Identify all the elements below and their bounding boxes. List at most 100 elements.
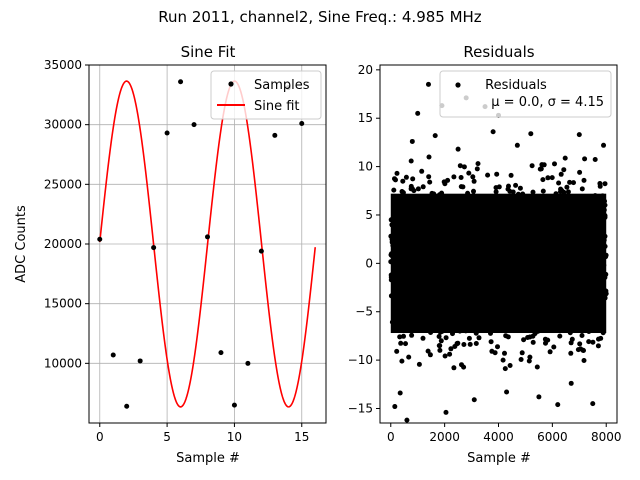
residual-point [448, 346, 454, 352]
residual-point [403, 174, 409, 180]
sine-fit-ytick-label: 20000 [44, 237, 82, 251]
residual-point [557, 333, 563, 339]
sine-fit-xtick-label: 15 [294, 430, 309, 444]
sample-point [231, 402, 237, 408]
residual-point [425, 348, 431, 354]
residual-point [408, 158, 414, 164]
sample-point [258, 248, 264, 254]
residuals-axes-frame [379, 64, 618, 424]
sample-point [124, 403, 130, 409]
sample-point [178, 79, 184, 85]
residuals-xtick-label: 2000 [429, 430, 460, 444]
residual-point [416, 361, 422, 367]
residual-point [502, 366, 508, 372]
residual-point [492, 350, 498, 356]
residual-point [586, 339, 592, 345]
residual-point [493, 185, 499, 191]
sine-fit-xlabel: Sample # [176, 451, 240, 466]
legend-residuals-marker [455, 82, 461, 88]
residual-point [493, 189, 499, 195]
residual-point [517, 185, 523, 191]
residual-point [518, 357, 524, 362]
sine-fit-xtick-label: 0 [96, 430, 104, 444]
residual-point [551, 344, 557, 350]
residual-point [590, 339, 596, 345]
residual-point [443, 335, 449, 341]
residual-point [391, 187, 397, 193]
residuals-tick-labels: 0 2000 4000 6000 8000 −15 −10 −5 0 5 10 15 20 [348, 63, 622, 444]
residual-point [467, 341, 473, 347]
residual-point [581, 177, 587, 183]
residual-point [545, 175, 551, 181]
residual-point [529, 163, 535, 169]
sample-point [245, 360, 251, 366]
residual-point [508, 172, 514, 178]
legend-samples-label: Samples [254, 78, 310, 93]
sample-point [205, 234, 210, 240]
residuals-xlabel: Sample # [467, 451, 531, 466]
residual-point [507, 188, 513, 194]
residual-point [530, 189, 536, 195]
residual-point [437, 343, 443, 349]
residual-point [401, 333, 406, 339]
residual-point [461, 164, 467, 170]
residual-point [571, 180, 576, 186]
residual-point [419, 168, 425, 174]
residual-point [540, 177, 546, 183]
residual-point [577, 341, 583, 347]
residual-point [565, 189, 571, 195]
legend-samples-marker [228, 81, 234, 87]
residuals-xtick-label: 8000 [591, 430, 622, 444]
sine-fit-xtick-label: 5 [163, 430, 171, 444]
residual-point [568, 350, 574, 356]
residual-point [458, 175, 464, 180]
sample-point [110, 352, 116, 358]
residual-outlier-point [415, 110, 421, 116]
residual-point [597, 183, 603, 189]
residual-point [534, 364, 540, 370]
residual-outlier-point [443, 409, 449, 415]
residual-point [549, 175, 555, 181]
residual-point [442, 353, 448, 359]
residual-point [581, 358, 587, 363]
residual-point [527, 354, 533, 360]
residual-point [494, 171, 500, 177]
residual-point [394, 170, 400, 176]
residual-point [426, 154, 432, 160]
residual-point [598, 335, 604, 341]
residual-point [415, 186, 421, 192]
residual-point [455, 340, 461, 346]
residual-point [420, 184, 426, 190]
residual-point [567, 179, 573, 185]
sine-fit-line [98, 80, 317, 408]
residual-point [427, 352, 433, 358]
residual-point [466, 170, 472, 176]
residual-point [558, 171, 564, 177]
sample-point [151, 245, 157, 251]
residual-point [427, 179, 433, 185]
sample-point [137, 358, 143, 364]
residual-point [556, 180, 562, 186]
residual-point [447, 351, 453, 357]
residual-point [461, 342, 467, 347]
residual-point [507, 363, 513, 368]
residual-point [530, 339, 536, 345]
sine-fit-panel: Sine Fit 0 5 10 15 10000 15000 20000 25000 30000… [14, 43, 327, 466]
residual-point [442, 181, 448, 187]
residual-point [485, 172, 491, 178]
residuals-plot-area [388, 81, 609, 423]
legend-residuals-label: Residuals [485, 78, 547, 93]
residual-point [394, 348, 400, 354]
residual-outlier-point [555, 402, 561, 408]
residual-point [474, 166, 480, 172]
legend-residuals-stats: μ = 0.0, σ = 4.15 [491, 95, 604, 110]
residuals-ytick-label: 15 [358, 111, 373, 125]
legend-sine-fit-label: Sine fit [254, 99, 300, 114]
residual-outlier-point [576, 132, 582, 138]
residual-point [579, 333, 585, 338]
residual-point [438, 338, 444, 344]
residual-point [577, 169, 583, 175]
residual-point [403, 341, 408, 347]
sample-point [97, 236, 103, 242]
residual-point [475, 161, 481, 167]
